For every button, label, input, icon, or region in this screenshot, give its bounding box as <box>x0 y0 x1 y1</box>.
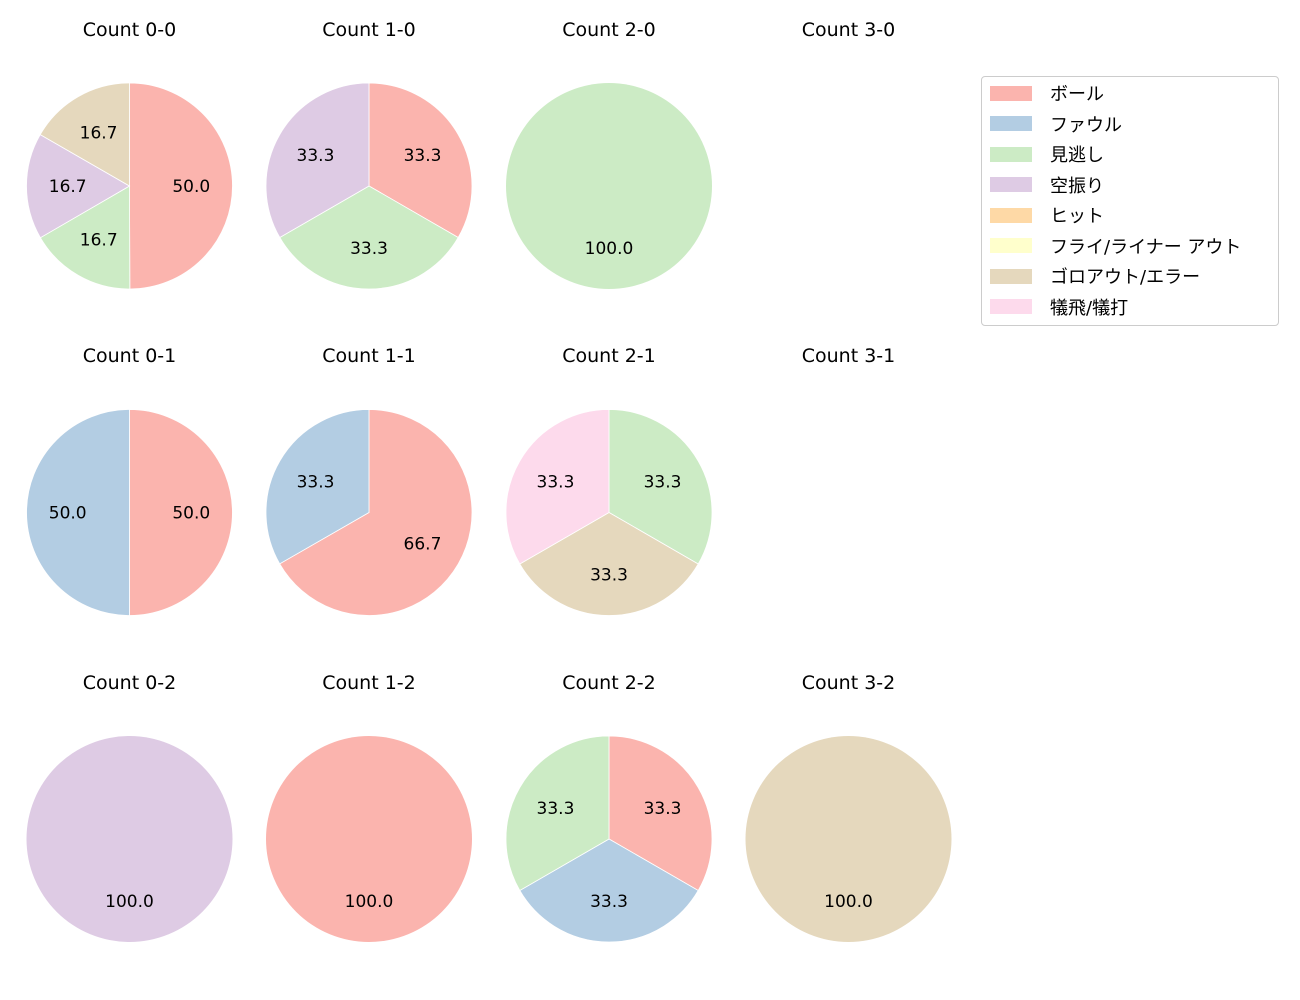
pie-slice <box>129 82 233 290</box>
legend-label: ボール <box>1050 84 1104 105</box>
subplot-title: Count 3-0 <box>802 19 896 41</box>
pie-slice <box>266 736 472 942</box>
slice-label: 33.3 <box>537 473 575 493</box>
pie-subplot: Count 0-0 50.0 16.7 16.7 16.7 <box>26 19 233 290</box>
slice-label: 16.7 <box>80 231 118 251</box>
legend-swatch <box>990 177 1032 192</box>
legend-label: 見逃し <box>1050 145 1104 166</box>
subplot-title: Count 1-0 <box>322 19 416 41</box>
legend-item-foul: ファウル <box>990 114 1122 136</box>
subplot-title: Count 2-0 <box>562 19 656 41</box>
pie-slice <box>506 83 712 289</box>
slice-label: 33.3 <box>404 146 442 166</box>
slice-label: 100.0 <box>105 892 154 912</box>
slice-label: 33.3 <box>297 146 335 166</box>
slice-label: 33.3 <box>590 565 628 585</box>
slice-label: 33.3 <box>590 892 628 912</box>
slice-label: 33.3 <box>537 799 575 819</box>
legend-swatch <box>990 299 1032 314</box>
pie-slice <box>265 82 370 239</box>
legend-item-groundout-error: ゴロアウト/エラー <box>990 266 1201 288</box>
slice-label: 100.0 <box>585 239 634 259</box>
legend-label: ファウル <box>1050 114 1122 136</box>
pie-slice <box>26 409 130 616</box>
pie-slice <box>265 409 370 565</box>
pie-subplot: Count 0-2 100.0 <box>26 672 233 942</box>
pie-slice <box>129 409 233 616</box>
legend-swatch <box>990 116 1032 131</box>
slice-label: 66.7 <box>404 534 442 554</box>
legend-item-called-strike: 見逃し <box>990 144 1104 166</box>
legend-swatch <box>990 207 1032 223</box>
legend-item-hit: ヒット <box>990 205 1104 227</box>
subplot-title: Count 0-1 <box>83 345 177 367</box>
subplot-title: Count 2-1 <box>562 345 656 367</box>
subplot-title: Count 1-2 <box>322 672 416 694</box>
legend-item-sacrifice: 犠飛/犠打 <box>990 297 1129 319</box>
pie-subplot: Count 2-0 100.0 <box>506 19 712 289</box>
subplot-title: Count 0-0 <box>83 19 177 41</box>
pie-slice <box>39 185 131 290</box>
pie-slice <box>608 409 713 565</box>
slice-label: 33.3 <box>644 473 682 493</box>
pie-slice <box>505 409 610 565</box>
subplot-title: Count 1-1 <box>322 345 416 367</box>
legend-item-ball: ボール <box>990 83 1104 105</box>
slice-label: 16.7 <box>49 177 87 197</box>
pie-slice <box>26 736 233 942</box>
slice-label: 100.0 <box>345 892 394 912</box>
subplot-title: Count 3-2 <box>802 672 896 694</box>
pie-subplot: Count 3-2 100.0 <box>745 672 952 942</box>
subplot-title: Count 3-1 <box>802 345 896 367</box>
legend-label: 犠飛/犠打 <box>1050 297 1129 319</box>
legend-item-swinging-strike: 空振り <box>990 175 1104 197</box>
slice-label: 50.0 <box>49 504 87 524</box>
pie-subplot: Count 1-0 33.3 33.3 33.3 <box>265 19 473 290</box>
slice-label: 100.0 <box>824 892 873 912</box>
slice-label: 33.3 <box>297 473 335 493</box>
legend-label: ゴロアウト/エラー <box>1050 267 1201 288</box>
slice-label: 50.0 <box>172 504 210 524</box>
legend-swatch <box>990 268 1032 284</box>
legend-swatch <box>990 85 1032 101</box>
legend-label: 空振り <box>1050 175 1104 197</box>
pie-slice <box>279 409 473 616</box>
legend-swatch <box>990 238 1032 253</box>
legend-item-fly-liner-out: フライ/ライナー アウト <box>990 236 1242 258</box>
pie-subplot: Count 0-1 50.0 50.0 <box>26 345 233 616</box>
pie-slice <box>608 735 713 892</box>
pie-subplot: Count 2-2 33.3 33.3 33.3 <box>505 672 713 943</box>
subplot-title: Count 0-2 <box>83 672 177 694</box>
slice-label: 33.3 <box>644 799 682 819</box>
pie-slice <box>26 134 131 239</box>
pie-subplot: Count 1-1 66.7 33.3 <box>265 345 473 616</box>
legend-label: フライ/ライナー アウト <box>1050 236 1242 258</box>
slice-label: 33.3 <box>350 239 388 259</box>
pie-slice <box>745 736 952 942</box>
pie-slice <box>368 82 473 239</box>
legend-label: ヒット <box>1050 206 1104 227</box>
pie-subplot: Count 2-1 33.3 33.3 33.3 <box>505 345 713 616</box>
pie-slice <box>39 82 130 187</box>
pie-subplot: Count 1-2 100.0 <box>266 672 472 942</box>
slice-label: 16.7 <box>80 123 118 143</box>
pie-subplot: Count 3-1 <box>802 345 896 367</box>
subplot-title: Count 2-2 <box>562 672 656 694</box>
legend-swatch <box>990 146 1032 162</box>
chart-legend: ボール ファウル 見逃し 空振り ヒット フライ/ライナー アウト ゴロアウト/… <box>981 76 1279 326</box>
pie-subplot: Count 3-0 <box>802 19 896 41</box>
slice-label: 50.0 <box>172 177 210 197</box>
pie-slice <box>505 735 610 892</box>
